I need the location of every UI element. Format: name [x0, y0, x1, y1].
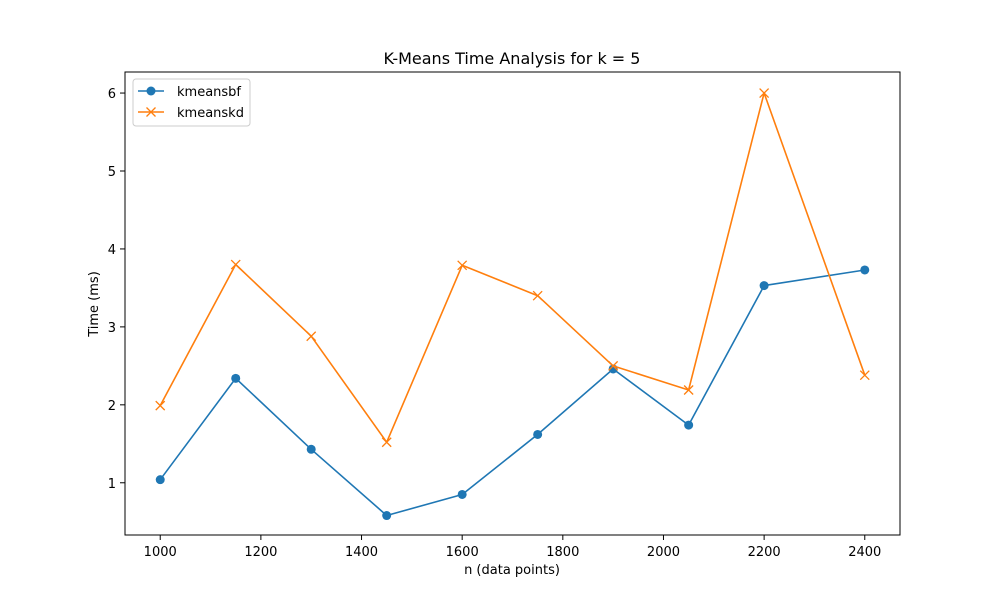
y-tick-label: 5: [108, 165, 116, 180]
x-tick-label: 1600: [446, 545, 479, 560]
data-point-kmeansbf: [860, 265, 870, 275]
data-point-kmeanskd: [859, 370, 870, 381]
x-tick-label: 1800: [546, 545, 579, 560]
data-point-kmeansbf: [382, 511, 392, 521]
y-tick-label: 1: [108, 477, 116, 492]
x-tick-label: 2200: [748, 545, 781, 560]
x-tick-label: 2400: [848, 545, 881, 560]
legend: kmeansbf kmeanskd: [132, 78, 251, 127]
data-point-kmeanskd: [306, 331, 317, 342]
data-point-kmeanskd: [457, 260, 468, 271]
y-tick-label: 4: [108, 243, 116, 258]
data-point-kmeanskd: [759, 88, 770, 99]
legend-marker-kmeansbf: [146, 86, 156, 96]
x-tick-label: 1000: [144, 545, 177, 560]
data-point-kmeansbf: [759, 281, 769, 291]
x-tick-label: 2000: [647, 545, 680, 560]
data-point-kmeansbf: [306, 444, 316, 454]
plot-area: 1000 1200 1400 1600 1800 2000 2200 2400 1 2 3 4 5 6: [108, 71, 901, 560]
y-axis-title: Time (ms): [87, 271, 102, 338]
data-point-kmeansbf: [533, 429, 543, 439]
data-point-kmeanskd: [683, 385, 694, 395]
x-tick-label: 1400: [345, 545, 378, 560]
chart-title: K-Means Time Analysis for k = 5: [384, 49, 641, 68]
y-tick-label: 2: [108, 399, 116, 414]
data-point-kmeansbf: [684, 420, 694, 430]
data-point-kmeansbf: [457, 489, 467, 499]
data-point-kmeanskd: [608, 360, 619, 371]
data-point-kmeanskd: [155, 400, 166, 411]
data-point-kmeansbf: [155, 475, 165, 485]
legend-label-kmeansbf: kmeansbf: [177, 85, 241, 100]
x-tick-label: 1200: [244, 545, 277, 560]
y-tick-label: 6: [108, 87, 116, 102]
series-line-kmeanskd: [159, 92, 866, 444]
x-axis-title: n (data points): [464, 563, 560, 578]
data-point-kmeansbf: [231, 373, 241, 383]
data-point-kmeanskd: [532, 290, 543, 301]
legend-label-kmeanskd: kmeanskd: [177, 106, 244, 121]
y-tick-label: 3: [108, 321, 116, 336]
data-point-kmeanskd: [230, 259, 241, 270]
legend-marker-kmeanskd: [146, 107, 156, 117]
series-line-kmeansbf: [159, 269, 865, 517]
data-point-kmeanskd: [381, 437, 392, 448]
axes-frame: [124, 71, 901, 536]
